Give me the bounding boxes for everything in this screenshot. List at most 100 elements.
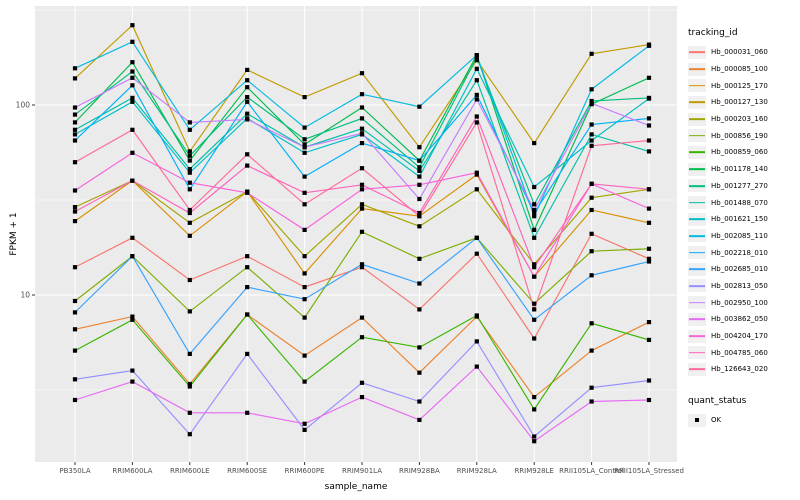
data-point [359,206,365,211]
data-point [130,235,135,240]
data-point [532,214,537,219]
data-point [474,114,479,119]
legend-key [688,145,706,159]
legend-line-swatch [689,351,705,354]
legend-key [688,129,706,143]
data-point [359,380,365,385]
x-tick-label: RRIM901LA [342,467,382,475]
legend-line-swatch [689,251,705,254]
data-point [532,235,537,240]
data-point [187,220,192,225]
legend-key [688,296,706,310]
data-point [72,205,78,210]
legend-item: Hb_000125_170 [688,77,798,94]
data-point [72,105,78,110]
data-point [474,339,479,344]
data-point [359,182,365,187]
legend-line-swatch [689,68,705,70]
data-point [359,131,365,136]
data-point [417,104,422,109]
data-point [474,53,479,58]
legend-key [688,329,706,343]
data-point [474,92,479,97]
data-point [359,166,365,171]
data-point [474,251,479,256]
legend-key [688,95,706,109]
data-point [130,23,135,28]
data-point [417,307,422,312]
data-point [187,432,192,437]
data-point [474,78,479,83]
legend-item: Hb_000085_100 [688,61,798,78]
data-point [589,138,594,143]
legend-line-swatch [689,268,705,271]
x-tick-label: RRIM600SE [227,467,267,475]
data-point [130,83,135,88]
legend-key [688,112,706,126]
data-point [245,85,250,90]
data-point [359,265,365,270]
data-point [359,116,365,121]
data-point [302,174,307,179]
legend-item-label: Hb_000085_100 [711,65,768,74]
data-point [417,165,422,170]
data-point [359,335,365,340]
data-point [187,351,192,356]
data-point [302,421,307,426]
data-point [72,138,78,143]
legend-item: Hb_002685_010 [688,261,798,278]
data-point [72,76,78,81]
data-point [187,187,192,192]
data-point [359,71,365,76]
data-point [474,120,479,125]
legend-item-label: Hb_000125_170 [711,81,768,90]
legend-line-swatch [689,368,705,371]
data-point [130,75,135,80]
data-point [130,60,135,65]
data-point [417,256,422,261]
data-point [474,187,479,192]
legend-item-label: Hb_004785_060 [711,348,768,357]
data-point [187,207,192,213]
legend-line-swatch [689,235,705,237]
x-tick-label: RRIM600LA [112,467,152,475]
data-point [187,410,192,415]
data-point [589,87,594,92]
data-point [417,168,422,173]
data-point [187,277,192,283]
legend-line-swatch [689,51,705,54]
data-point [417,174,422,179]
data-point [245,67,250,72]
data-point [532,202,537,207]
legend-item-label: Hb_000127_130 [711,98,768,107]
legend-item: Hb_002085_110 [688,228,798,245]
data-point [72,132,78,137]
data-point [245,190,250,195]
data-point [187,158,192,163]
data-point [646,259,652,264]
data-point [359,202,365,207]
legend-line-swatch [689,84,705,87]
data-point [187,233,192,238]
data-point [474,97,479,102]
data-point [245,152,250,157]
legend-item-label: Hb_001277_270 [711,181,768,190]
data-point [187,180,192,185]
data-point [302,145,307,150]
data-point [245,99,250,104]
data-point [532,274,537,279]
data-point [245,351,250,356]
data-point [72,209,78,214]
data-point [245,254,250,259]
data-point [417,196,422,202]
data-point [302,379,307,384]
data-point [72,120,78,125]
data-point [302,125,307,130]
legend-key [688,196,706,210]
legend-line-swatch [689,201,705,204]
data-point [72,127,78,132]
data-point [130,95,135,100]
data-point [532,210,537,216]
